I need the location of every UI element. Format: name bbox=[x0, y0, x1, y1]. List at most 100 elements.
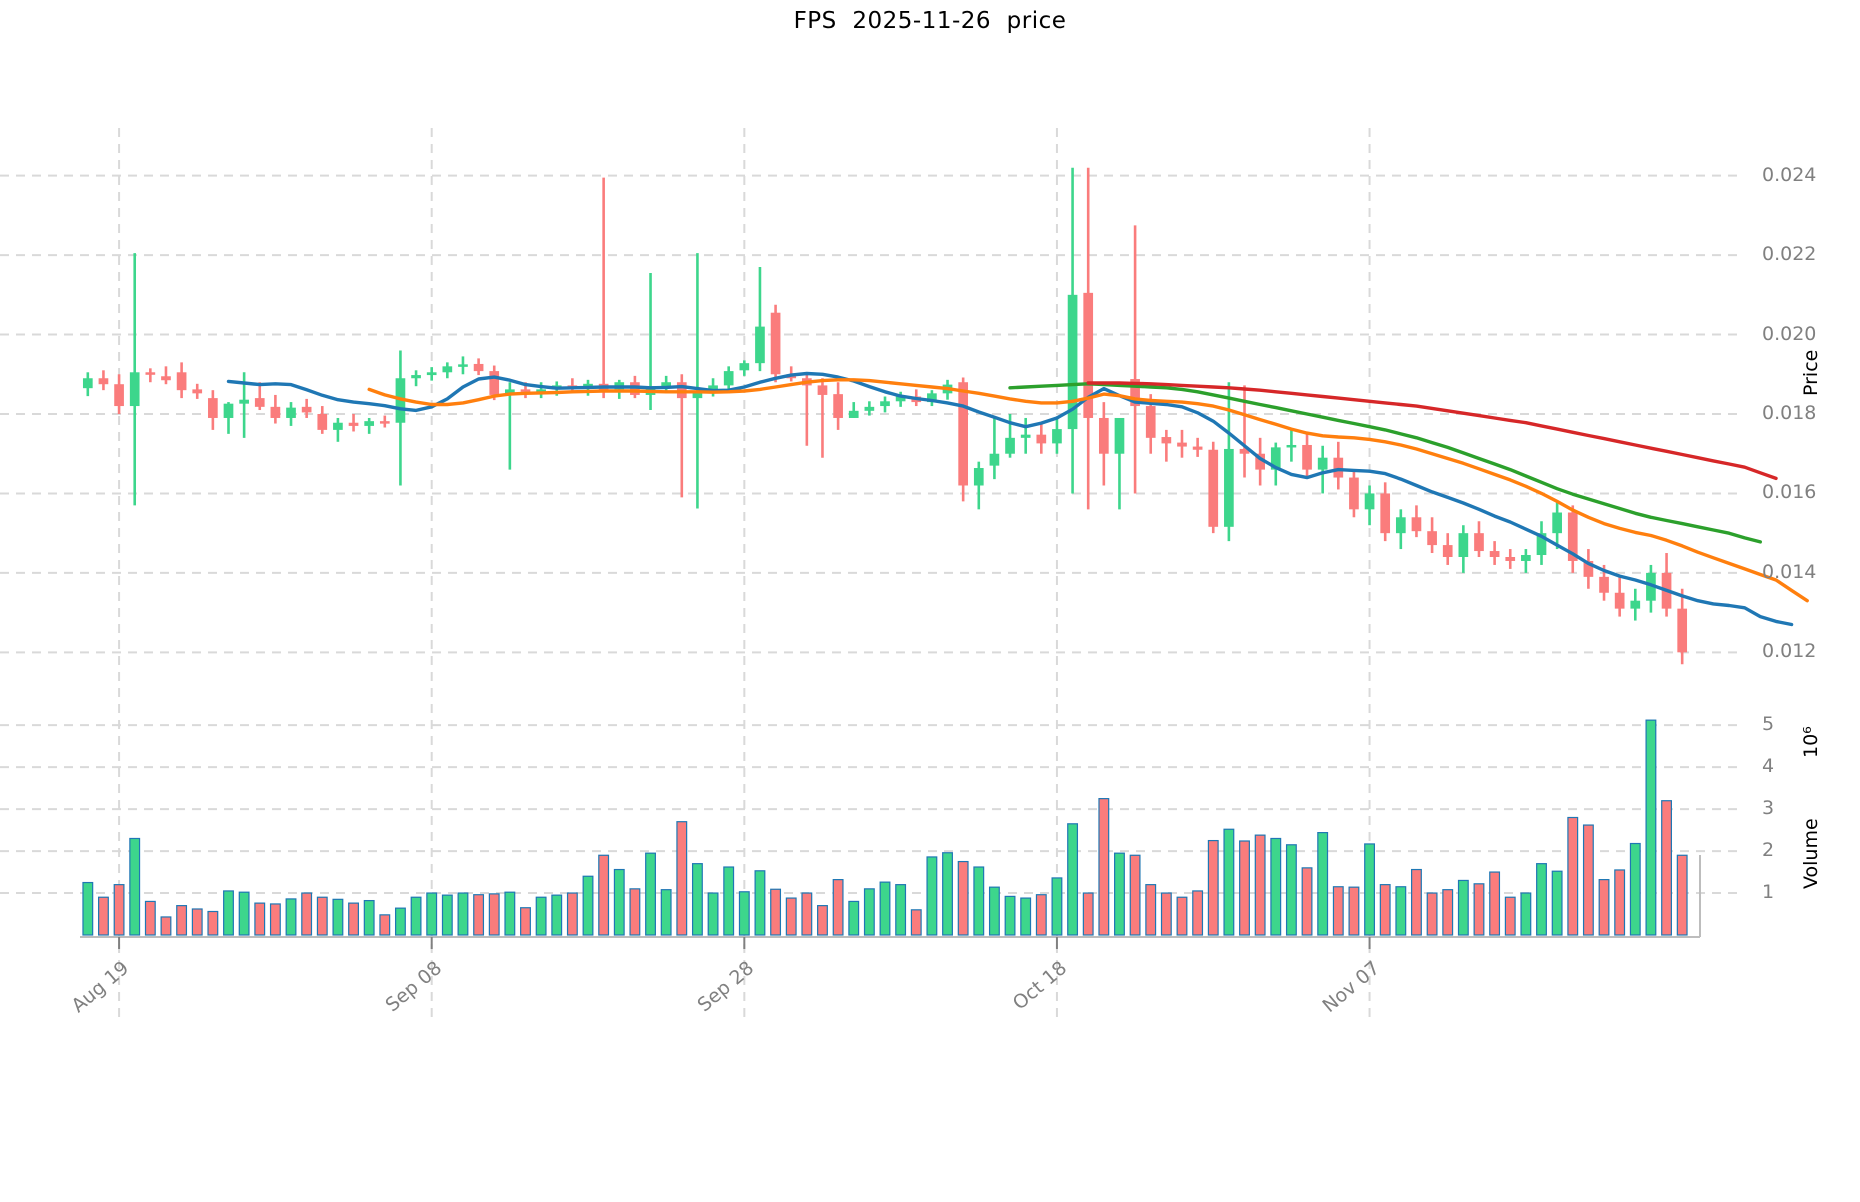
volume-bar bbox=[332, 898, 344, 936]
volume-axis-title: Volume bbox=[1800, 818, 1822, 890]
volume-bar bbox=[1004, 895, 1016, 936]
ma-line bbox=[226, 371, 1794, 627]
candle-body bbox=[1317, 457, 1328, 470]
candle-body bbox=[1599, 576, 1609, 593]
candle-body bbox=[1521, 555, 1531, 561]
volume-bar bbox=[1364, 843, 1376, 936]
candle-body bbox=[1458, 533, 1469, 557]
candle-body bbox=[442, 366, 453, 373]
candle-body bbox=[1583, 560, 1594, 577]
candle-body bbox=[1255, 453, 1265, 470]
volume-bar bbox=[394, 907, 406, 936]
volume-bar bbox=[817, 905, 828, 936]
volume-bar bbox=[1317, 832, 1329, 936]
volume-bar bbox=[942, 852, 953, 936]
volume-bar bbox=[1348, 886, 1360, 936]
volume-bar bbox=[691, 863, 703, 936]
volume-bar bbox=[1567, 816, 1579, 936]
candle-body bbox=[176, 372, 187, 391]
volume-bar bbox=[926, 856, 938, 936]
candle-body bbox=[286, 407, 296, 418]
candlestick-layer bbox=[82, 167, 1688, 665]
volume-bar bbox=[1270, 837, 1282, 936]
volume-bar bbox=[176, 905, 188, 936]
volume-bar bbox=[1332, 886, 1344, 936]
volume-bar bbox=[1254, 834, 1266, 936]
volume-bar bbox=[1129, 854, 1141, 936]
volume-bar bbox=[770, 888, 782, 936]
moving-average-lines-layer bbox=[226, 371, 1809, 627]
volume-bar bbox=[1614, 869, 1626, 936]
volume-bar bbox=[223, 890, 234, 936]
volume-bar bbox=[1661, 800, 1672, 936]
volume-bar bbox=[1489, 871, 1501, 936]
candle-body bbox=[864, 406, 875, 411]
candle-body bbox=[848, 410, 859, 418]
volume-bar bbox=[144, 900, 156, 936]
volume-tick-label: 4 bbox=[1762, 755, 1775, 778]
volume-bar bbox=[988, 886, 1000, 936]
candle-body bbox=[1411, 517, 1422, 532]
price-tick-label: 0.016 bbox=[1762, 481, 1817, 504]
volume-tick-label: 5 bbox=[1762, 713, 1775, 736]
candle-body bbox=[755, 326, 765, 364]
volume-bar bbox=[488, 893, 500, 936]
candle-body bbox=[1098, 417, 1109, 454]
volume-bar bbox=[1442, 889, 1454, 936]
candle-body bbox=[1224, 448, 1234, 527]
candle-body bbox=[1208, 449, 1219, 527]
volume-bar bbox=[1645, 719, 1657, 936]
volume-bar bbox=[113, 884, 125, 936]
volume-bar bbox=[1598, 879, 1610, 936]
candle-body bbox=[161, 376, 171, 381]
volume-bar bbox=[848, 900, 860, 936]
volume-bar bbox=[1395, 886, 1407, 936]
candle-body bbox=[301, 406, 312, 413]
volume-tick-label: 1 bbox=[1762, 881, 1775, 904]
candle-body bbox=[364, 421, 375, 426]
candle-body bbox=[1474, 533, 1484, 552]
candle-body bbox=[708, 385, 718, 392]
candle-body bbox=[82, 378, 93, 389]
volume-exponent-label: 10⁶ bbox=[1800, 726, 1822, 759]
candle-body bbox=[880, 401, 890, 407]
volume-bar bbox=[1301, 867, 1313, 936]
volume-bar bbox=[1098, 798, 1110, 936]
candle-body bbox=[1505, 557, 1516, 561]
ma-line bbox=[1008, 382, 1762, 544]
ma-line bbox=[1086, 381, 1778, 481]
candle-body bbox=[270, 406, 281, 418]
volume-bar bbox=[754, 870, 766, 936]
candle-body bbox=[411, 375, 421, 379]
volume-bar bbox=[457, 892, 469, 936]
candle-body bbox=[458, 364, 468, 367]
volume-bar bbox=[660, 889, 672, 936]
ma-line bbox=[367, 378, 1809, 603]
candle-body bbox=[895, 396, 906, 402]
volume-bar bbox=[613, 868, 625, 936]
volume-bar bbox=[1551, 870, 1563, 936]
volume-bar bbox=[1379, 884, 1391, 936]
candle-body bbox=[1614, 592, 1625, 609]
candle-body bbox=[1395, 517, 1406, 534]
volume-bar bbox=[645, 852, 656, 936]
candle-body bbox=[1145, 406, 1156, 438]
price-tick-label: 0.014 bbox=[1762, 560, 1817, 583]
volume-bar bbox=[301, 892, 313, 936]
price-tick-label: 0.012 bbox=[1762, 640, 1817, 663]
candle-body bbox=[958, 382, 969, 486]
candle-body bbox=[1005, 437, 1015, 454]
candle-body bbox=[1130, 379, 1140, 407]
candle-body bbox=[723, 371, 734, 386]
volume-bar bbox=[957, 860, 969, 936]
volume-bar bbox=[1536, 863, 1547, 936]
chart-title: FPS 2025-11-26 price bbox=[793, 8, 1067, 34]
price-tick-label: 0.022 bbox=[1762, 243, 1817, 266]
volume-bar bbox=[1676, 854, 1688, 936]
candle-body bbox=[239, 399, 249, 404]
candle-body bbox=[1427, 531, 1437, 546]
candle-body bbox=[1489, 551, 1500, 557]
volume-bar bbox=[535, 896, 547, 936]
volume-bar bbox=[1082, 892, 1094, 936]
